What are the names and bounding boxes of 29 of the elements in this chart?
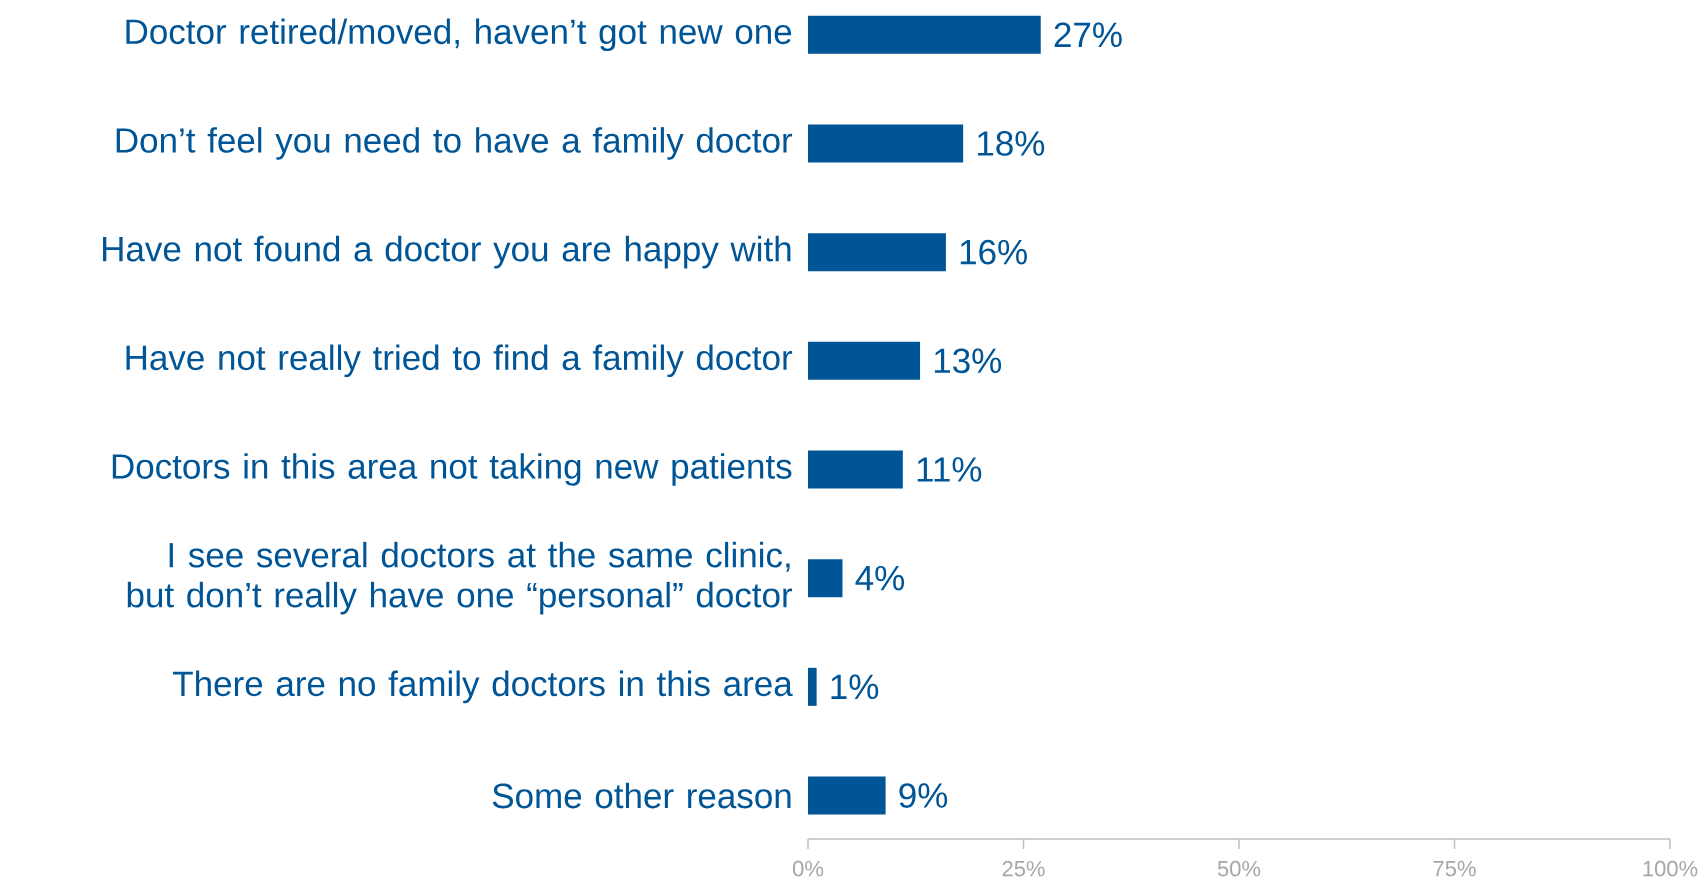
bar <box>808 233 946 272</box>
data-label: 1% <box>831 674 879 700</box>
y-tick-label: There are no family doctors in this area <box>173 670 793 704</box>
y-tick-label: Some other reason <box>492 782 791 809</box>
bar <box>808 667 817 706</box>
bar <box>808 124 964 163</box>
bar <box>808 15 1041 54</box>
y-tick-label: I see several doctors at the same clinic, but don’t really have one “personal” doctor <box>127 541 793 615</box>
data-label: 16% <box>960 239 1027 265</box>
data-label: 18% <box>978 131 1045 156</box>
bar <box>808 341 921 380</box>
data-label: 27% <box>1054 22 1122 48</box>
data-label: 4% <box>855 565 905 591</box>
y-tick-label: Don’t feel you need to have a family doctor <box>116 127 793 160</box>
x-tick-label: 75% <box>1433 860 1476 877</box>
bar <box>808 450 903 489</box>
x-tick-label: 100% <box>1643 860 1698 877</box>
x-tick-label: 25% <box>1002 860 1045 877</box>
y-tick-label: Have not really tried to find a family doctor <box>126 344 793 378</box>
bar <box>808 559 843 598</box>
y-tick-label: Doctors in this area not taking new patients <box>112 453 792 486</box>
data-label: 13% <box>934 348 1002 374</box>
bar <box>808 776 886 815</box>
data-label: 11% <box>917 457 982 482</box>
x-tick-label: 50% <box>1217 860 1261 877</box>
x-tick-label: 0% <box>792 860 824 877</box>
y-tick-label: Doctor retired/moved, haven’t got new one <box>126 18 792 52</box>
data-label: 9% <box>899 783 948 808</box>
y-tick-label: Have not found a doctor you are happy with <box>103 235 791 269</box>
